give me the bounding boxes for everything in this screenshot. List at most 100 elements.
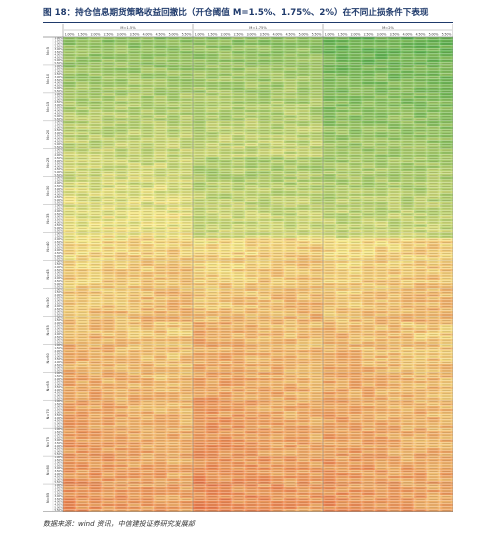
cell-value-mark: [169, 105, 178, 106]
cell-value-mark: [429, 205, 438, 207]
cell-value-mark: [91, 63, 100, 64]
cell-value-mark: [403, 205, 412, 207]
cell-value-mark: [182, 147, 191, 148]
cell-value-mark: [442, 166, 451, 168]
cell-value-mark: [130, 214, 139, 215]
cell-value-mark: [247, 127, 256, 129]
cell-value-mark: [312, 119, 321, 120]
cell-value-mark: [286, 113, 295, 115]
cell-value-mark: [182, 161, 191, 162]
cell-value-mark: [403, 102, 412, 103]
cell-value-mark: [416, 216, 425, 218]
cell-value-mark: [390, 208, 399, 210]
column-header: 5.00%: [299, 33, 309, 37]
cell-value-mark: [156, 60, 165, 62]
cell-value-mark: [325, 197, 334, 198]
cell-value-mark: [286, 222, 295, 224]
cell-value-mark: [247, 38, 256, 39]
column-header: 1.50%: [78, 33, 88, 37]
cell-value-mark: [351, 74, 360, 76]
cell-value-mark: [78, 102, 87, 103]
cell-value-mark: [273, 88, 282, 90]
cell-value-mark: [364, 236, 373, 238]
cell-value-mark: [143, 197, 152, 198]
cell-value-mark: [78, 93, 87, 95]
cell-value-mark: [351, 216, 360, 218]
cell-value-mark: [221, 149, 230, 151]
cell-value-mark: [234, 222, 243, 224]
cell-value-mark: [299, 155, 308, 157]
cell-value-mark: [442, 214, 451, 215]
cell-value-mark: [260, 54, 269, 56]
cell-value-mark: [338, 79, 347, 81]
cell-value-mark: [117, 158, 126, 159]
cell-value-mark: [65, 57, 74, 59]
cell-value-mark: [130, 135, 139, 137]
cell-value-mark: [299, 49, 308, 50]
cell-value-mark: [260, 247, 269, 249]
cell-value-mark: [78, 149, 87, 151]
cell-value-mark: [91, 250, 100, 252]
cell-value-mark: [234, 208, 243, 210]
cell-value-mark: [338, 214, 347, 215]
cell-value-mark: [247, 186, 256, 187]
cell-value-mark: [273, 236, 282, 238]
cell-value-mark: [260, 180, 269, 182]
cell-value-mark: [247, 88, 256, 90]
cell-value-mark: [169, 250, 178, 252]
cell-value-mark: [312, 74, 321, 76]
cell-value-mark: [104, 63, 113, 64]
cell-value-mark: [351, 46, 360, 48]
cell-value-mark: [195, 158, 204, 159]
cell-value-mark: [169, 91, 178, 92]
cell-value-mark: [377, 200, 386, 201]
cell-value-mark: [351, 261, 360, 263]
cell-value-mark: [130, 60, 139, 62]
cell-value-mark: [273, 222, 282, 224]
cell-value-mark: [143, 119, 152, 120]
cell-value-mark: [377, 222, 386, 224]
cell-value-mark: [169, 208, 178, 210]
cell-value-mark: [130, 121, 139, 123]
cell-value-mark: [65, 163, 74, 165]
cell-value-mark: [130, 228, 139, 229]
cell-value-mark: [247, 180, 256, 182]
cell-value-mark: [143, 147, 152, 148]
cell-value-mark: [195, 228, 204, 229]
cell-value-mark: [208, 91, 217, 92]
cell-value-mark: [208, 102, 217, 103]
cell-value-mark: [403, 211, 412, 212]
cell-value-mark: [429, 222, 438, 224]
cell-value-mark: [429, 110, 438, 112]
cell-value-mark: [325, 186, 334, 187]
cell-value-mark: [104, 49, 113, 50]
cell-value-mark: [403, 138, 412, 140]
cell-value-mark: [78, 144, 87, 145]
cell-value-mark: [416, 183, 425, 185]
cell-value-mark: [195, 230, 204, 232]
cell-value-mark: [234, 228, 243, 229]
cell-value-mark: [312, 256, 321, 257]
cell-value-mark: [104, 222, 113, 224]
cell-value-mark: [78, 88, 87, 90]
cell-value-mark: [286, 228, 295, 229]
cell-value-mark: [338, 242, 347, 243]
cell-value-mark: [429, 253, 438, 254]
cell-value-mark: [130, 211, 139, 212]
cell-value-mark: [338, 110, 347, 112]
cell-value-mark: [312, 77, 321, 78]
cell-value-mark: [299, 46, 308, 48]
cell-value-mark: [221, 242, 230, 243]
cell-value-mark: [364, 68, 373, 70]
cell-value-mark: [143, 74, 152, 76]
cell-value-mark: [286, 233, 295, 235]
cell-value-mark: [351, 60, 360, 62]
cell-value-mark: [351, 174, 360, 176]
cell-value-mark: [403, 105, 412, 106]
cell-value-mark: [364, 60, 373, 62]
cell-value-mark: [117, 147, 126, 148]
cell-value-mark: [65, 116, 74, 117]
cell-value-mark: [260, 233, 269, 235]
group-label: N=30: [46, 185, 50, 196]
cell-value-mark: [104, 46, 113, 48]
